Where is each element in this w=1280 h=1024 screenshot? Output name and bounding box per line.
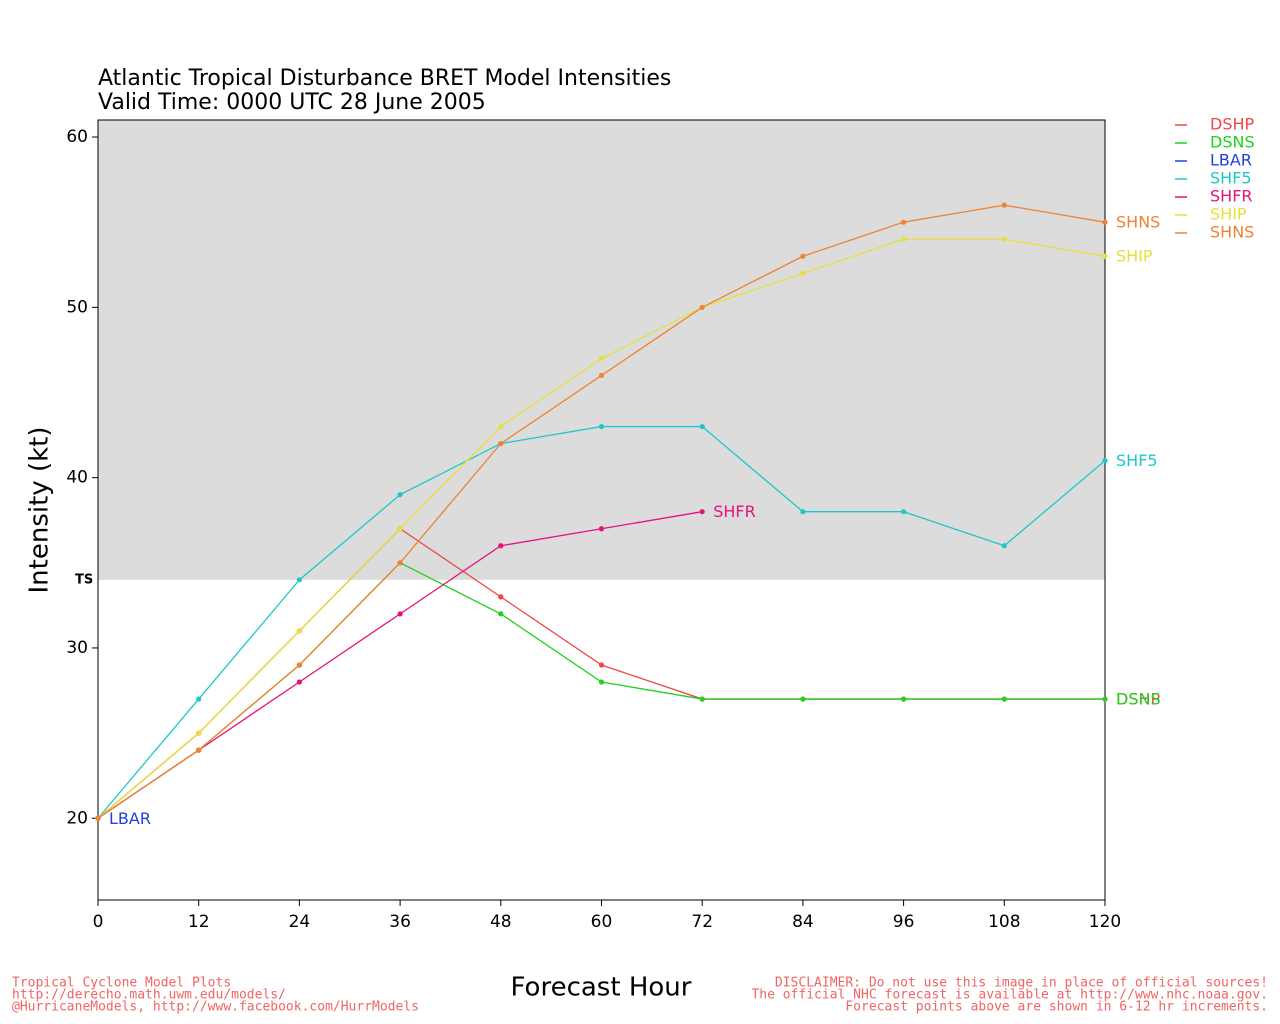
legend-label: DSNS	[1210, 133, 1255, 152]
footer-left: Tropical Cyclone Model Plots	[12, 976, 231, 991]
data-point	[1001, 236, 1007, 242]
y-tick-label: 40	[66, 468, 88, 488]
footer-left: http://derecho.math.uwm.edu/models/	[12, 988, 286, 1003]
y-tick-label: 60	[66, 127, 88, 147]
y-tick-label: 20	[66, 808, 88, 828]
data-point	[397, 492, 403, 498]
data-point	[296, 679, 302, 685]
data-point	[498, 543, 504, 549]
y-axis-label: Intensity (kt)	[25, 427, 55, 594]
data-point	[498, 594, 504, 600]
end-label: LBAR	[109, 809, 151, 828]
end-label: DSNS	[1116, 690, 1161, 709]
data-point	[598, 526, 605, 532]
x-axis-label: Forecast Hour	[511, 973, 692, 1003]
data-point	[1001, 696, 1007, 702]
x-tick-label: 48	[490, 912, 512, 932]
y-tick-label: 50	[66, 297, 88, 317]
data-point	[498, 440, 504, 447]
legend-label: SHF5	[1210, 169, 1252, 188]
legend-label: DSHP	[1210, 115, 1255, 134]
data-point	[800, 509, 806, 515]
chart-title: Atlantic Tropical Disturbance BRET Model…	[98, 66, 671, 91]
end-label: SHF5	[1116, 451, 1158, 470]
data-point	[397, 560, 403, 566]
data-point	[296, 662, 302, 668]
data-point	[196, 730, 202, 736]
threshold-region	[98, 120, 1105, 580]
data-point	[598, 679, 605, 685]
data-point	[397, 611, 403, 617]
data-point	[196, 696, 202, 702]
x-tick-label: 72	[691, 912, 713, 932]
data-point	[901, 219, 907, 225]
series-line	[97, 562, 1105, 819]
data-point	[800, 696, 806, 702]
data-point	[800, 270, 806, 276]
data-point	[1001, 202, 1007, 208]
x-tick-label: 24	[289, 912, 311, 932]
data-point	[699, 509, 705, 515]
data-point	[1102, 458, 1108, 464]
threshold-label: TS	[75, 572, 93, 587]
data-point	[699, 696, 705, 702]
data-point	[699, 423, 705, 430]
footer-right: DISCLAIMER: Do not use this image in pla…	[775, 976, 1268, 991]
x-tick-label: 36	[389, 912, 411, 932]
data-point	[1102, 253, 1108, 259]
legend-label: LBAR	[1210, 151, 1252, 170]
footer-left: @HurricaneModels, http://www.facebook.co…	[12, 1000, 419, 1015]
legend-label: SHNS	[1210, 223, 1254, 242]
data-point	[95, 815, 101, 821]
x-tick-label: 12	[188, 912, 210, 932]
end-label: SHFR	[713, 502, 756, 521]
x-tick-label: 120	[1089, 912, 1121, 932]
data-point	[1001, 543, 1007, 549]
data-point	[296, 577, 302, 583]
end-label: SHIP	[1116, 247, 1153, 266]
chart-subtitle: Valid Time: 0000 UTC 28 June 2005	[98, 90, 486, 115]
x-tick-label: 108	[988, 912, 1020, 932]
x-tick-label: 84	[792, 912, 814, 932]
data-point	[196, 747, 202, 753]
x-tick-label: 96	[893, 912, 915, 932]
data-point	[598, 372, 605, 379]
footer-right: Forecast points above are shown in 6-12 …	[845, 1000, 1268, 1015]
data-point	[598, 355, 605, 362]
data-point	[1102, 696, 1108, 702]
x-tick-label: 0	[93, 912, 104, 932]
data-point	[498, 611, 504, 617]
footer-right: The official NHC forecast is available a…	[751, 988, 1268, 1003]
data-point	[598, 662, 605, 668]
data-point	[699, 304, 705, 310]
data-point	[901, 696, 907, 702]
data-point	[1102, 219, 1108, 225]
data-point	[296, 628, 302, 634]
data-point	[397, 526, 403, 532]
legend-label: SHFR	[1210, 187, 1253, 206]
end-label: SHNS	[1116, 213, 1160, 232]
y-tick-label: 30	[66, 638, 88, 658]
data-point	[901, 236, 907, 242]
data-point	[800, 253, 806, 259]
end-label: DSHP	[1116, 690, 1161, 709]
x-tick-label: 60	[591, 912, 613, 932]
legend-label: SHIP	[1210, 205, 1247, 224]
data-point	[598, 423, 605, 430]
data-point	[498, 423, 504, 430]
data-point	[901, 509, 907, 515]
